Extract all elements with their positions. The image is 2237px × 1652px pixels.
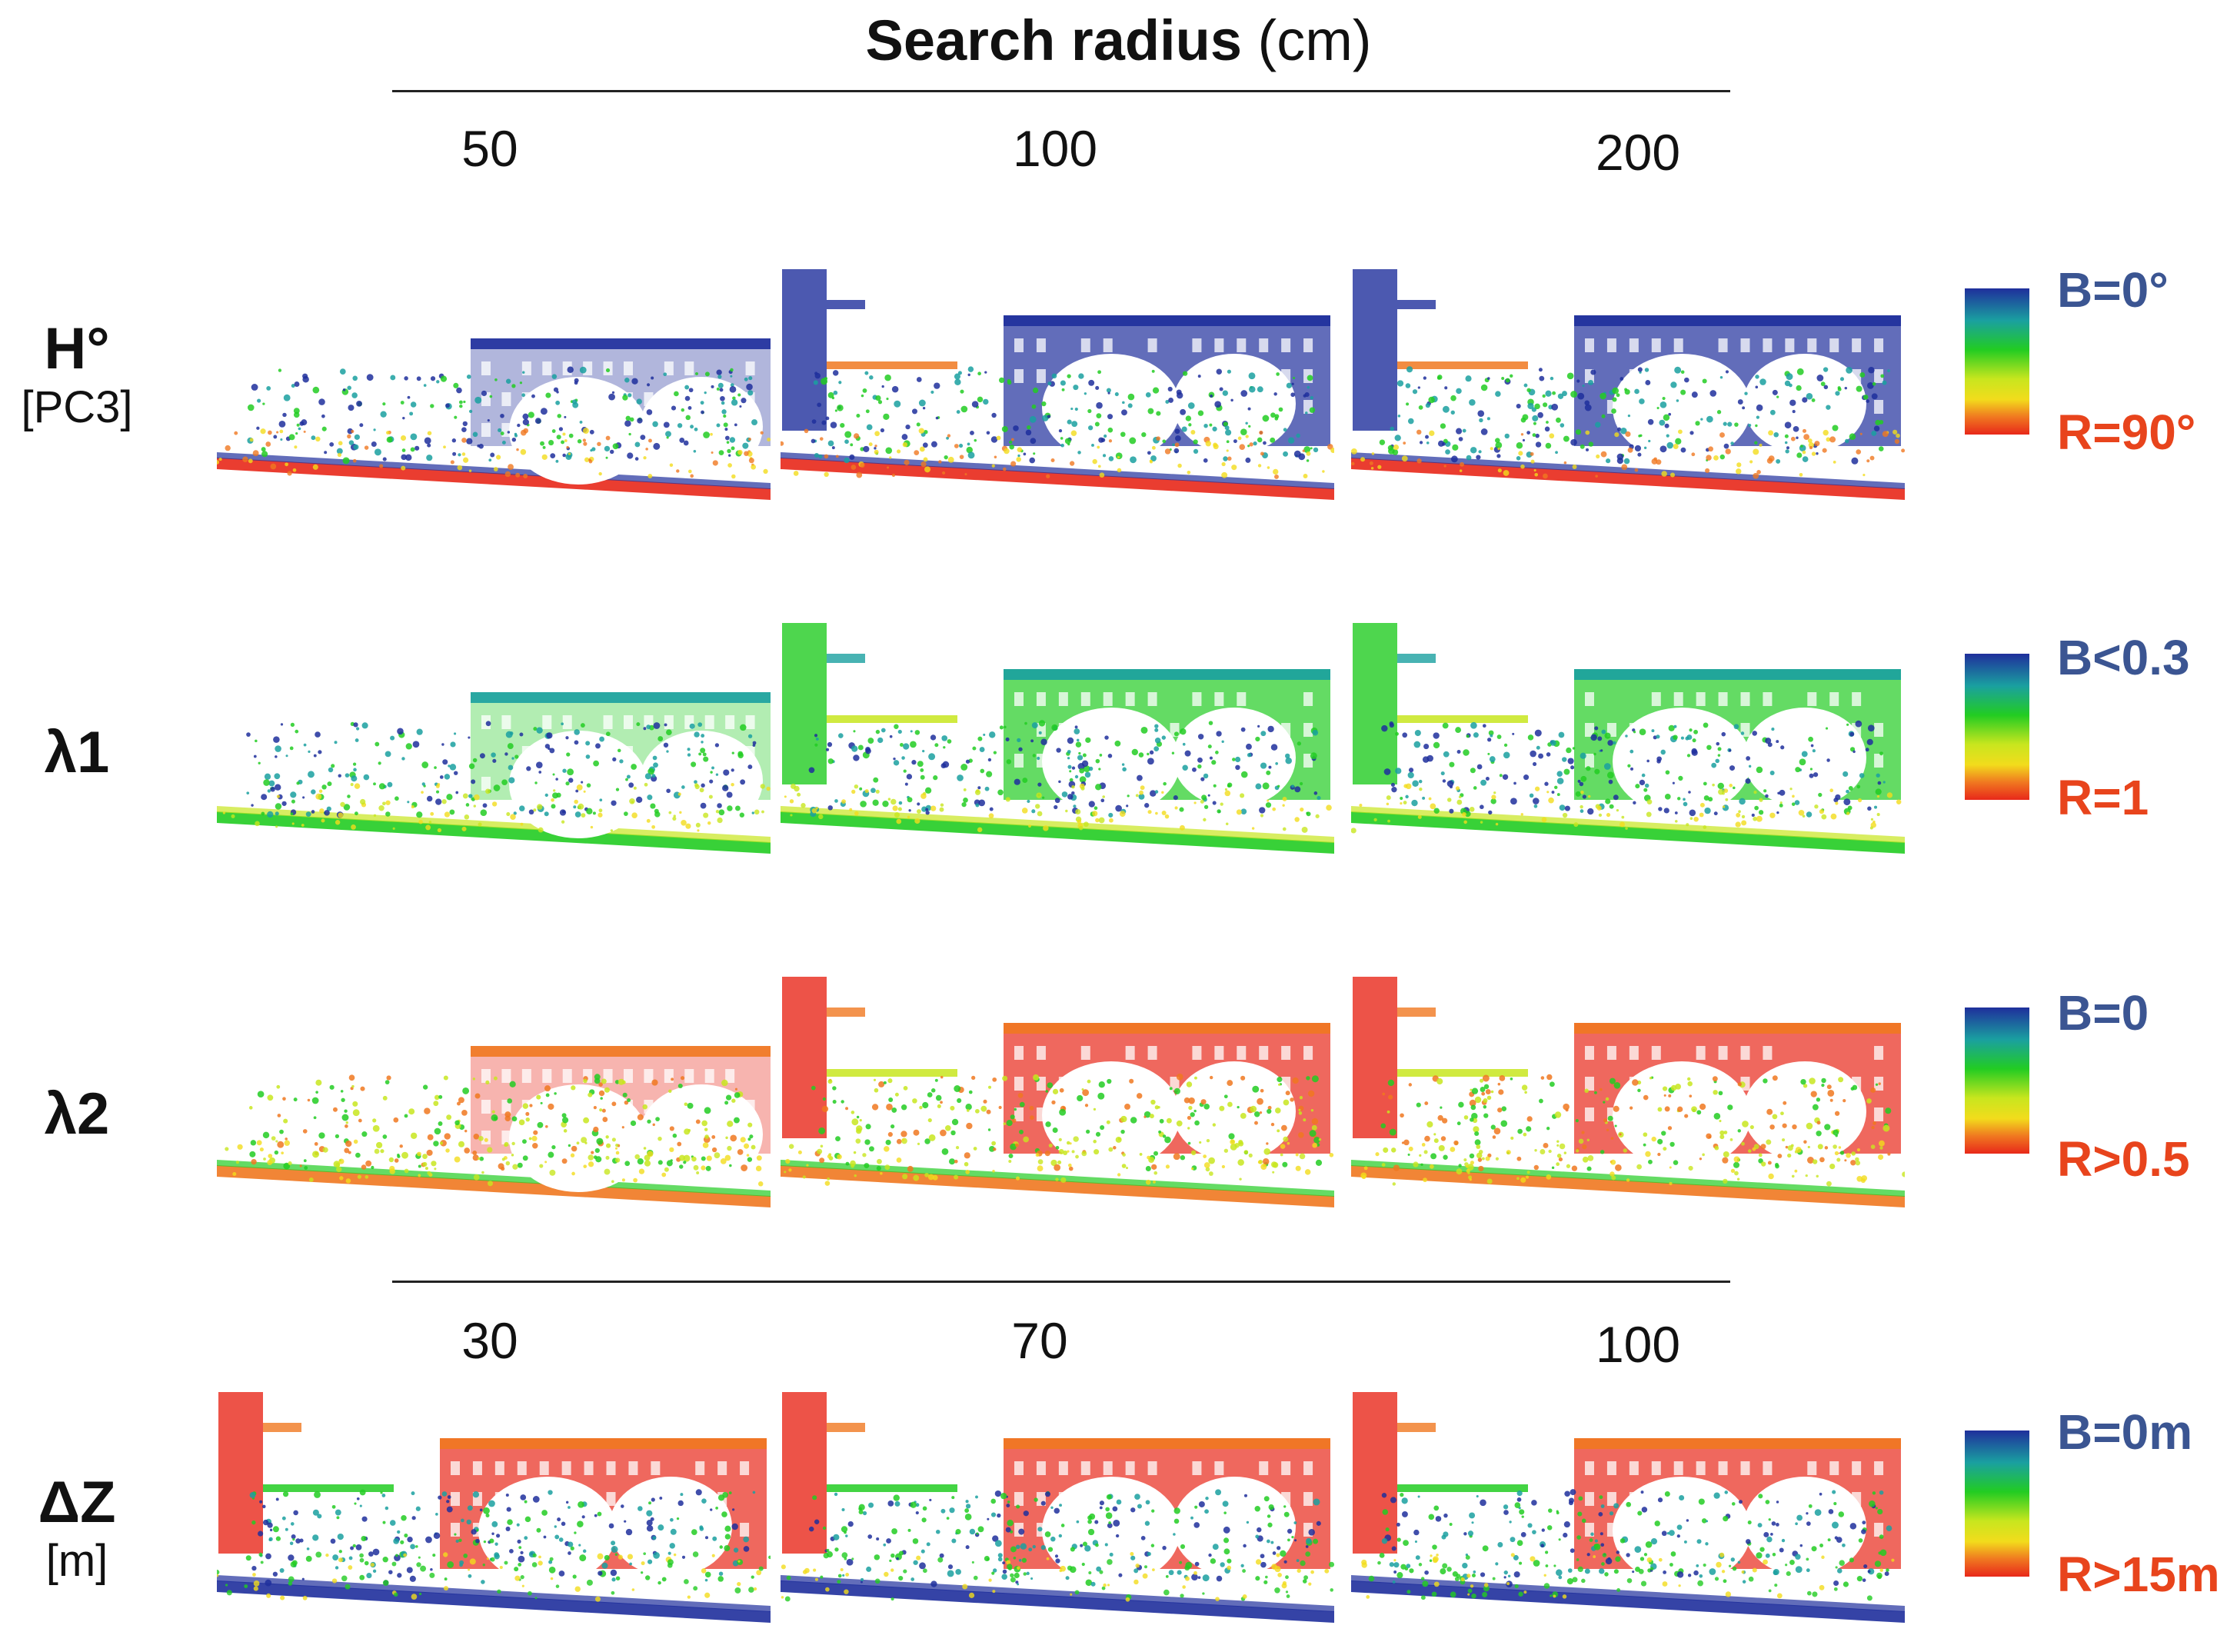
title-bold: Search radius <box>865 8 1242 72</box>
panel-h-r100 <box>781 254 1334 508</box>
legend-dz-bottom: R>15m <box>2057 1547 2220 1602</box>
radius-label-100: 100 <box>1012 120 1098 177</box>
panel-l1-r50 <box>217 608 771 861</box>
panel-dz-r100 <box>1351 1377 1905 1630</box>
figure-title: Search radius (cm) <box>0 8 2237 73</box>
row-label-l2: λ2 <box>0 1081 161 1147</box>
colorbar-h <box>1965 288 2029 435</box>
colorbar-l2 <box>1965 1008 2029 1154</box>
panel-dz-r70 <box>781 1377 1334 1630</box>
colorbar-dz <box>1965 1431 2029 1577</box>
legend-l2-bottom: R>0.5 <box>2057 1131 2190 1187</box>
radius-label-30: 30 <box>461 1312 518 1369</box>
panel-h-r50 <box>217 254 771 508</box>
row-l2-label: λ2 <box>44 1081 110 1147</box>
panel-l2-r200 <box>1351 961 1905 1215</box>
row-dz-label: ΔZ <box>38 1470 116 1535</box>
row-label-dz: ΔZ [m] <box>0 1469 161 1587</box>
legend-h-top: B=0° <box>2057 262 2169 318</box>
panel-l1-r200 <box>1351 608 1905 861</box>
radius-label-200: 200 <box>1595 124 1681 181</box>
radius-label-50: 50 <box>461 120 518 177</box>
legend-h-bottom: R=90° <box>2057 405 2196 460</box>
row-dz-sublabel: [m] <box>45 1536 108 1587</box>
legend-l1-bottom: R=1 <box>2057 770 2149 825</box>
panel-h-r200 <box>1351 254 1905 508</box>
radius-label-70: 70 <box>1011 1312 1068 1369</box>
panel-l1-r100 <box>781 608 1334 861</box>
legend-l2-top: B=0 <box>2057 985 2149 1041</box>
panel-l2-r50 <box>217 961 771 1215</box>
row-h-sublabel: [PC3] <box>21 382 133 433</box>
header-rule-bottom <box>392 1281 1730 1283</box>
header-rule-top <box>392 90 1730 92</box>
row-label-h: H° [PC3] <box>0 315 161 434</box>
radius-label-100b: 100 <box>1595 1316 1681 1373</box>
row-h-label: H° <box>44 316 110 381</box>
row-l1-label: λ1 <box>44 720 110 785</box>
panel-l2-r100 <box>781 961 1334 1215</box>
row-label-l1: λ1 <box>0 719 161 786</box>
legend-l1-top: B<0.3 <box>2057 630 2190 685</box>
title-unit: (cm) <box>1257 8 1372 72</box>
colorbar-l1 <box>1965 654 2029 800</box>
legend-dz-top: B=0m <box>2057 1404 2193 1460</box>
panel-dz-r30 <box>217 1377 771 1630</box>
